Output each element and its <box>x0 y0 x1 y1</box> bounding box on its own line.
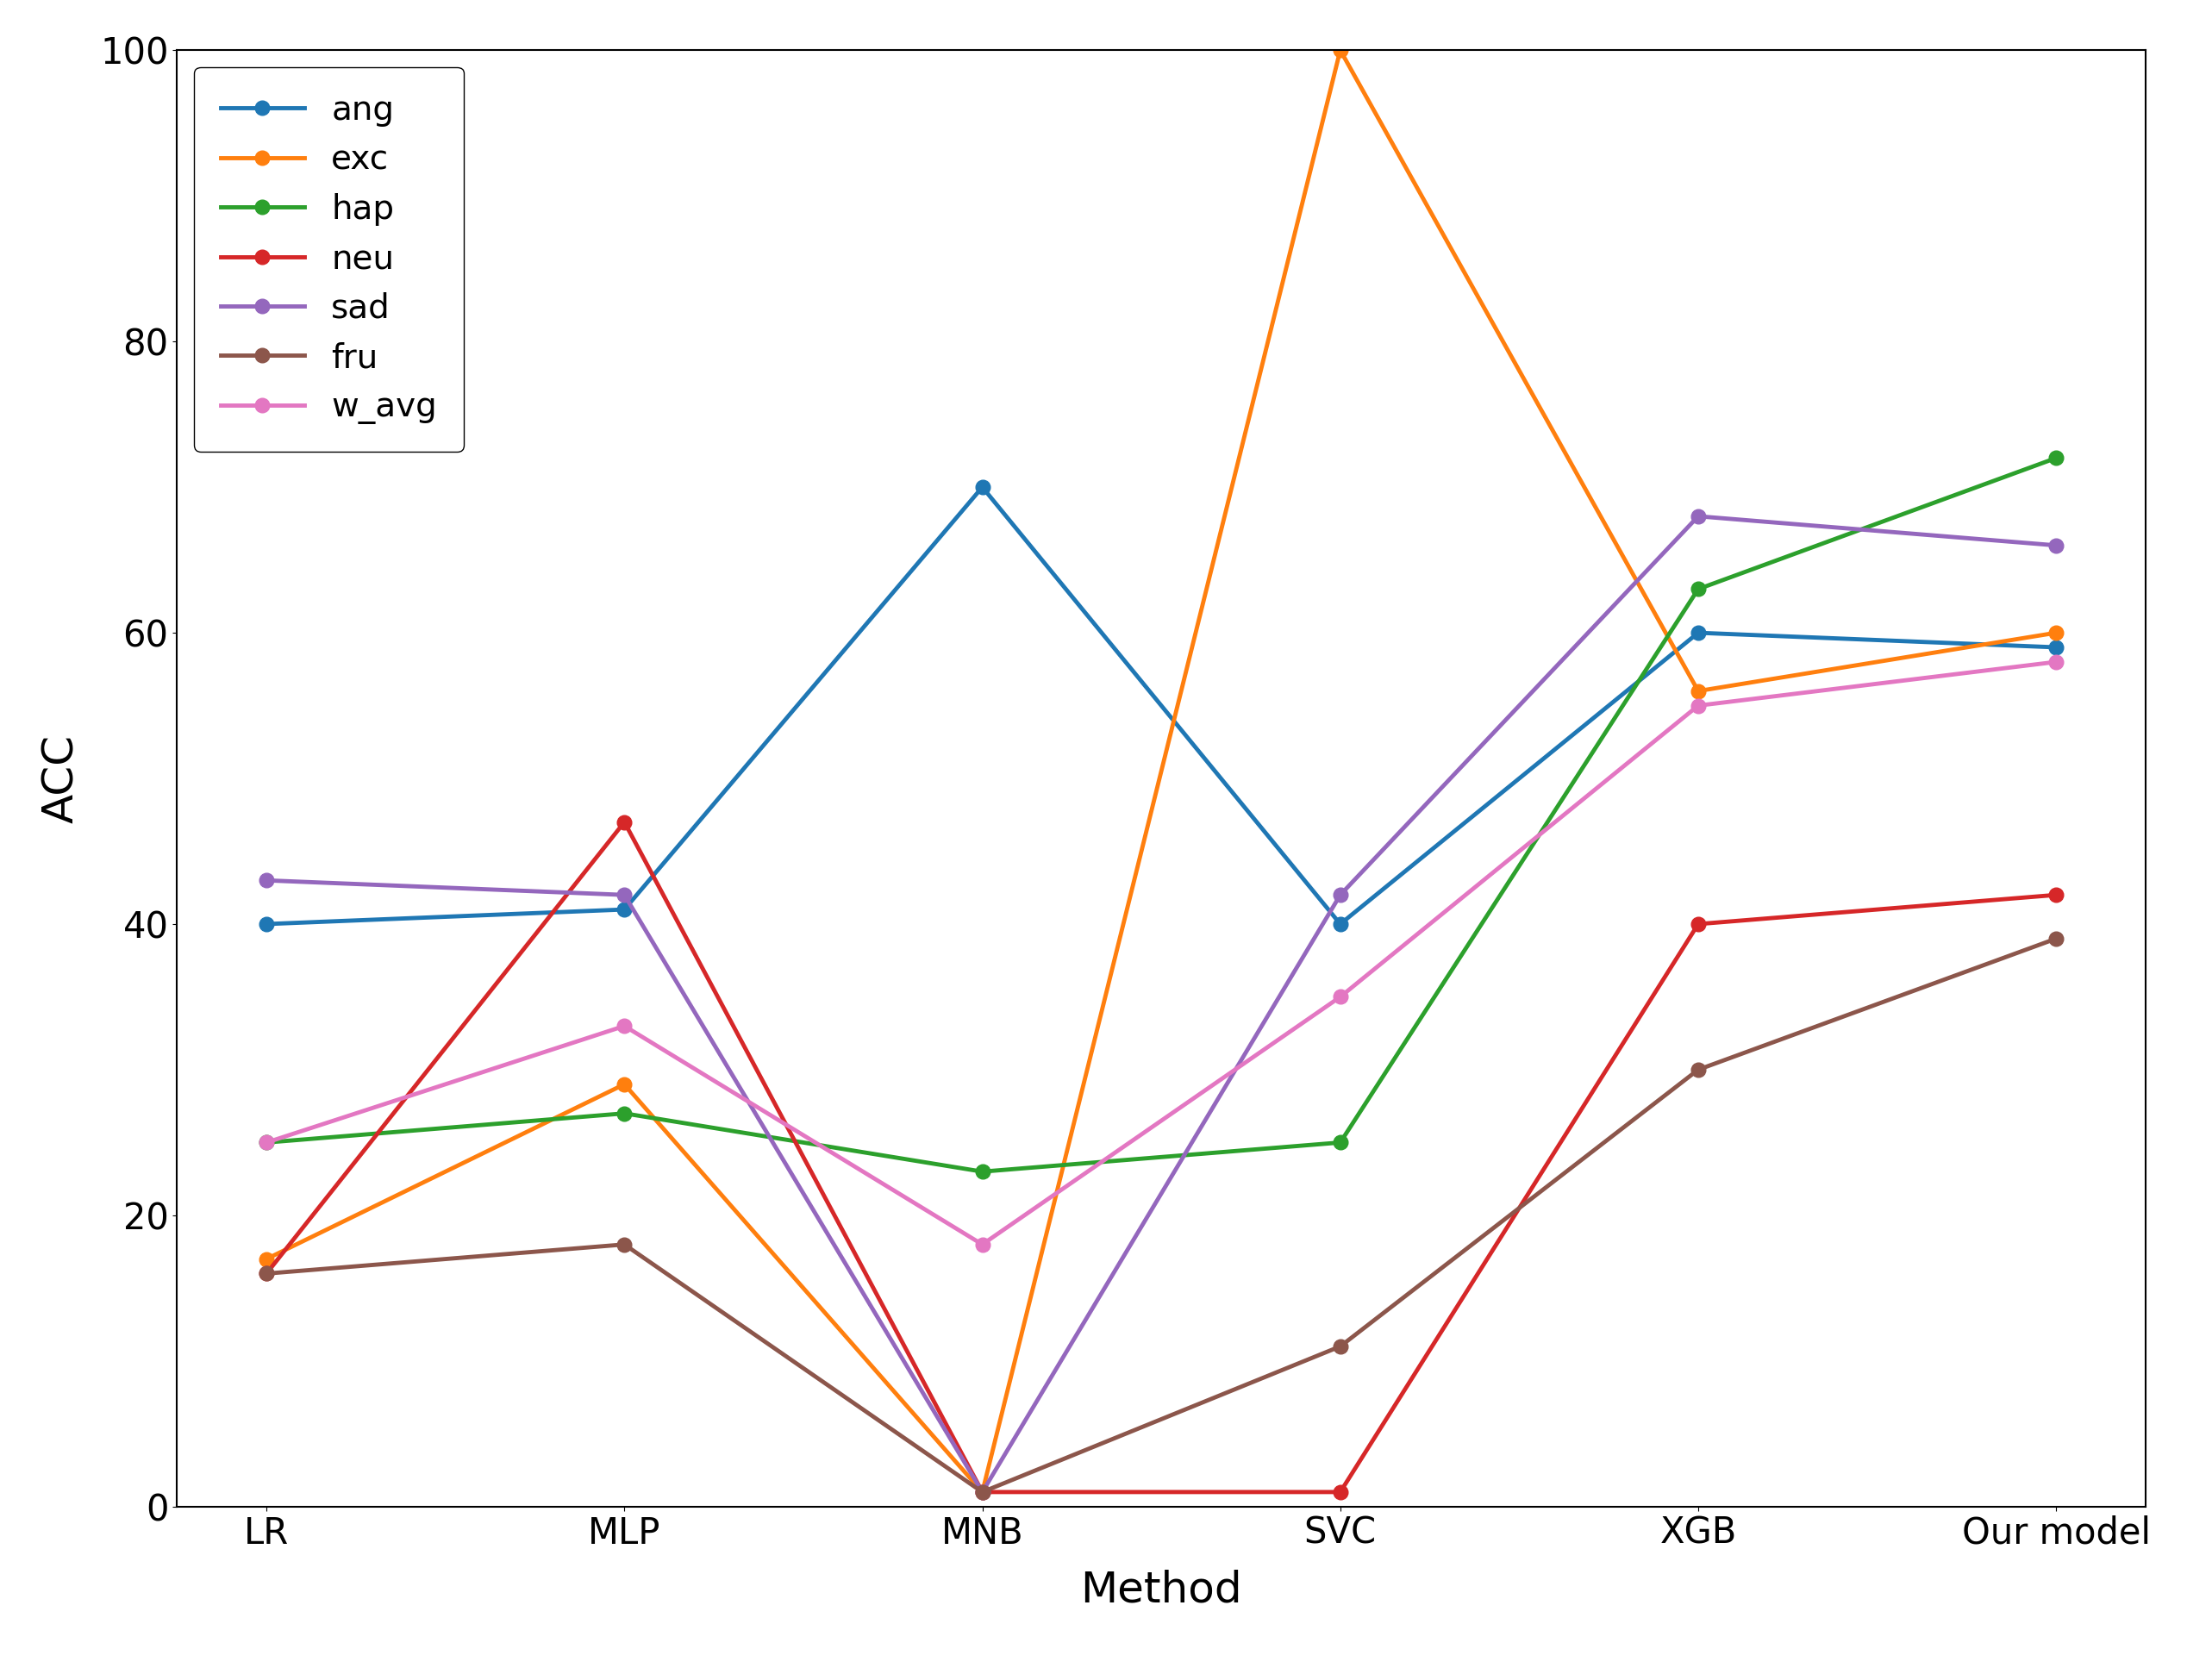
exc <box>1327 40 1354 60</box>
sad <box>1327 886 1354 906</box>
hap <box>252 1132 279 1152</box>
neu <box>2044 886 2070 906</box>
w_avg <box>2044 651 2070 671</box>
ang <box>1327 914 1354 934</box>
neu <box>969 1481 995 1502</box>
fru <box>611 1234 637 1254</box>
w_avg <box>252 1132 279 1152</box>
ang <box>611 899 637 919</box>
sad <box>252 870 279 891</box>
Y-axis label: ACC: ACC <box>40 733 82 824</box>
Legend: ang, exc, hap, neu, sad, fru, w_avg: ang, exc, hap, neu, sad, fru, w_avg <box>195 67 465 452</box>
ang <box>969 477 995 497</box>
ang <box>252 914 279 934</box>
w_avg <box>1327 988 1354 1008</box>
sad <box>969 1481 995 1502</box>
ang <box>2044 638 2070 658</box>
X-axis label: Method: Method <box>1079 1569 1243 1610</box>
Line: ang: ang <box>259 480 2064 931</box>
Line: neu: neu <box>259 815 2064 1500</box>
hap <box>1686 579 1712 599</box>
neu <box>252 1264 279 1284</box>
hap <box>611 1103 637 1123</box>
Line: hap: hap <box>259 450 2064 1178</box>
fru <box>252 1264 279 1284</box>
ang <box>1686 623 1712 643</box>
w_avg <box>969 1234 995 1254</box>
sad <box>1686 506 1712 526</box>
sad <box>611 886 637 906</box>
Line: w_avg: w_avg <box>259 655 2064 1252</box>
fru <box>1686 1060 1712 1080</box>
w_avg <box>1686 696 1712 716</box>
exc <box>611 1075 637 1095</box>
Line: fru: fru <box>259 931 2064 1500</box>
hap <box>1327 1132 1354 1152</box>
sad <box>2044 536 2070 556</box>
neu <box>1686 914 1712 934</box>
exc <box>969 1481 995 1502</box>
Line: sad: sad <box>259 509 2064 1500</box>
exc <box>2044 623 2070 643</box>
neu <box>1327 1481 1354 1502</box>
Line: exc: exc <box>259 44 2064 1500</box>
hap <box>2044 449 2070 469</box>
exc <box>252 1249 279 1269</box>
fru <box>969 1481 995 1502</box>
fru <box>1327 1336 1354 1356</box>
hap <box>969 1162 995 1182</box>
exc <box>1686 681 1712 701</box>
w_avg <box>611 1016 637 1036</box>
neu <box>611 812 637 832</box>
fru <box>2044 929 2070 949</box>
